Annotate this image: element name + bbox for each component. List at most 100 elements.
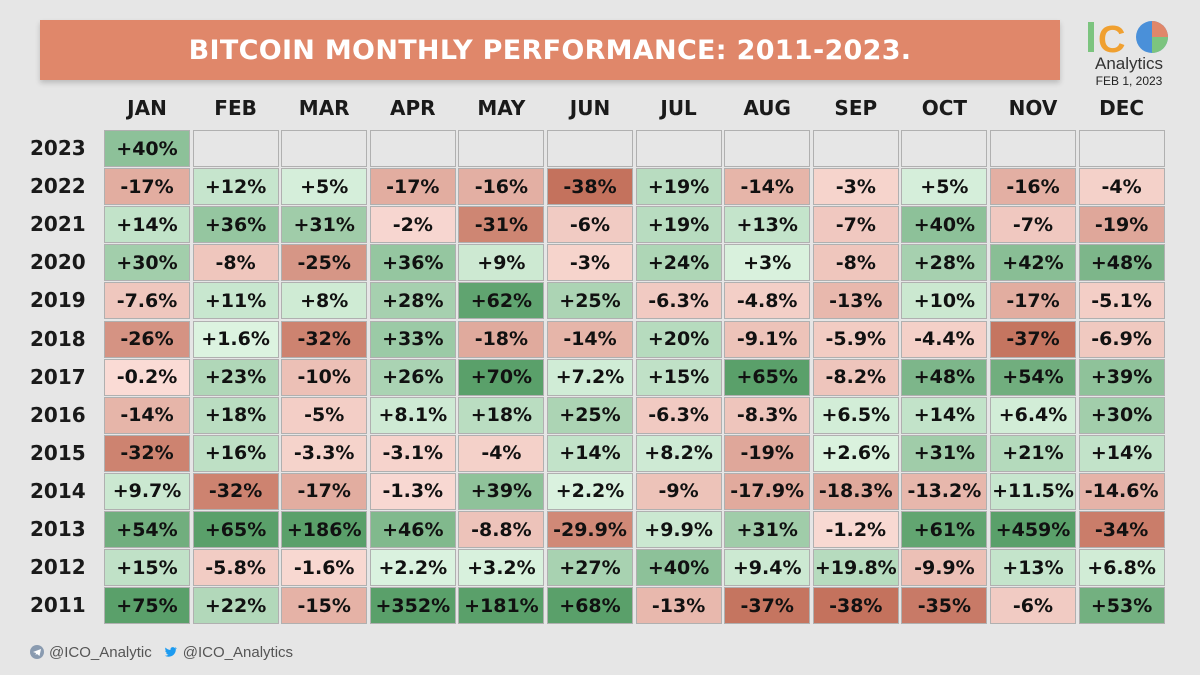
month-label: NOV xyxy=(1008,96,1058,120)
heatmap-cell: +26% xyxy=(369,358,456,396)
heatmap-cell: -6.9% xyxy=(1078,320,1165,358)
heatmap-cell: -4% xyxy=(1078,168,1165,206)
heatmap-cell: -1.3% xyxy=(369,472,456,510)
heatmap-cell: +75% xyxy=(104,587,190,625)
heatmap-cell: -34% xyxy=(1078,511,1165,548)
heatmap-cell: +46% xyxy=(369,511,456,548)
year-label: 2022 xyxy=(30,174,86,199)
twitter-bird-icon xyxy=(164,647,177,657)
heatmap-cell: +14% xyxy=(901,396,988,434)
heatmap-cell: -7% xyxy=(812,206,899,244)
heatmap-cell: -16% xyxy=(990,168,1076,206)
heatmap-cell: -14.6% xyxy=(1078,472,1165,510)
twitter-handle[interactable]: @ICO_Analytics xyxy=(182,643,294,661)
heatmap-cell: -18.3% xyxy=(812,472,899,510)
year-label: 2021 xyxy=(30,212,86,237)
heatmap-cell: -15% xyxy=(281,587,368,625)
pie-chart-icon xyxy=(1136,21,1168,53)
year-label: 2011 xyxy=(30,593,86,618)
heatmap-cell: -13.2% xyxy=(901,472,988,510)
empty-cell xyxy=(369,130,456,167)
heatmap-cell: -29.9% xyxy=(547,511,633,548)
heatmap-cell: +5% xyxy=(901,168,988,206)
heatmap-cell: +9.9% xyxy=(635,511,722,548)
heatmap-cell: -17.9% xyxy=(724,472,811,510)
heatmap-cell: +22% xyxy=(192,587,279,625)
heatmap-cell: +11% xyxy=(192,282,279,320)
heatmap-cell: -25% xyxy=(281,244,368,282)
telegram-icon xyxy=(30,645,44,659)
heatmap-cell: +31% xyxy=(281,206,368,244)
heatmap-cell: -4.8% xyxy=(724,282,811,320)
heatmap-cell: +2.6% xyxy=(812,434,899,472)
heatmap-cell: -38% xyxy=(812,587,899,625)
month-label: JUN xyxy=(569,96,611,120)
heatmap-cell: +3% xyxy=(724,244,811,282)
heatmap-cell: +13% xyxy=(990,549,1076,587)
logo-letter-c: C xyxy=(1098,19,1125,58)
heatmap-cell: -26% xyxy=(104,320,190,358)
logo-subtitle: Analytics xyxy=(1094,54,1164,73)
heatmap-cell: -32% xyxy=(104,434,190,472)
heatmap-cell: -8.3% xyxy=(724,396,811,434)
heatmap-cell: -1.6% xyxy=(281,549,368,587)
heatmap-cell: -6.3% xyxy=(635,396,722,434)
month-label: JUL xyxy=(660,96,697,120)
heatmap-cell: -3% xyxy=(812,168,899,206)
heatmap-cell: -19% xyxy=(1078,206,1165,244)
heatmap-cell: +6.8% xyxy=(1078,549,1165,587)
heatmap-cell: +65% xyxy=(724,358,811,396)
heatmap-cell: +352% xyxy=(369,587,456,625)
heatmap-cell: +3.2% xyxy=(458,549,545,587)
heatmap-cell: +19.8% xyxy=(812,549,899,587)
heatmap-cell: -16% xyxy=(458,168,545,206)
heatmap-cell: +12% xyxy=(192,168,279,206)
heatmap-cell: -8% xyxy=(192,244,279,282)
heatmap-cell: -3.1% xyxy=(369,434,456,472)
heatmap-cell: -32% xyxy=(281,320,368,358)
heatmap-cell: -5.8% xyxy=(192,549,279,587)
heatmap-cell: +10% xyxy=(901,282,988,320)
year-label: 2018 xyxy=(30,326,86,351)
heatmap-cell: +18% xyxy=(458,396,545,434)
heatmap-cell: +36% xyxy=(369,244,456,282)
heatmap-cell: +459% xyxy=(990,511,1076,548)
heatmap-cell: +23% xyxy=(192,358,279,396)
report-date: FEB 1, 2023 xyxy=(1095,74,1163,88)
heatmap-cell: -37% xyxy=(990,320,1076,358)
heatmap-cell: -35% xyxy=(901,587,988,625)
heatmap-cell: +9% xyxy=(458,244,545,282)
heatmap-cell: -14% xyxy=(724,168,811,206)
empty-cell xyxy=(1078,130,1165,167)
heatmap-cell: +65% xyxy=(192,511,279,548)
heatmap-cell: +11.5% xyxy=(990,472,1076,510)
heatmap-cell: -5% xyxy=(281,396,368,434)
heatmap-cell: -31% xyxy=(458,206,545,244)
year-label: 2012 xyxy=(30,555,86,580)
heatmap-cell: -8.8% xyxy=(458,511,545,548)
heatmap-cell: +24% xyxy=(635,244,722,282)
heatmap-cell: -7% xyxy=(990,206,1076,244)
month-label: MAY xyxy=(477,96,526,120)
heatmap-cell: -8% xyxy=(812,244,899,282)
heatmap-cell: +6.5% xyxy=(812,396,899,434)
heatmap-cell: -6% xyxy=(990,587,1076,625)
chart-title: BITCOIN MONTHLY PERFORMANCE: 2011-2023. xyxy=(188,34,912,66)
heatmap-cell: +54% xyxy=(104,511,190,548)
heatmap-cell: -4.4% xyxy=(901,320,988,358)
telegram-handle[interactable]: @ICO_Analytic xyxy=(49,643,152,661)
heatmap-cell: -18% xyxy=(458,320,545,358)
empty-cell xyxy=(192,130,279,167)
heatmap-cell: +40% xyxy=(635,549,722,587)
month-label: SEP xyxy=(834,96,878,120)
heatmap-cell: -9% xyxy=(635,472,722,510)
heatmap-cell: +54% xyxy=(990,358,1076,396)
heatmap-cell: -14% xyxy=(104,396,190,434)
heatmap-cell: -17% xyxy=(104,168,190,206)
heatmap-cell: -37% xyxy=(724,587,811,625)
month-label: JAN xyxy=(127,96,167,120)
month-label: DEC xyxy=(1099,96,1145,120)
heatmap-cell: +39% xyxy=(1078,358,1165,396)
heatmap-cell: -2% xyxy=(369,206,456,244)
heatmap-cell: -5.1% xyxy=(1078,282,1165,320)
